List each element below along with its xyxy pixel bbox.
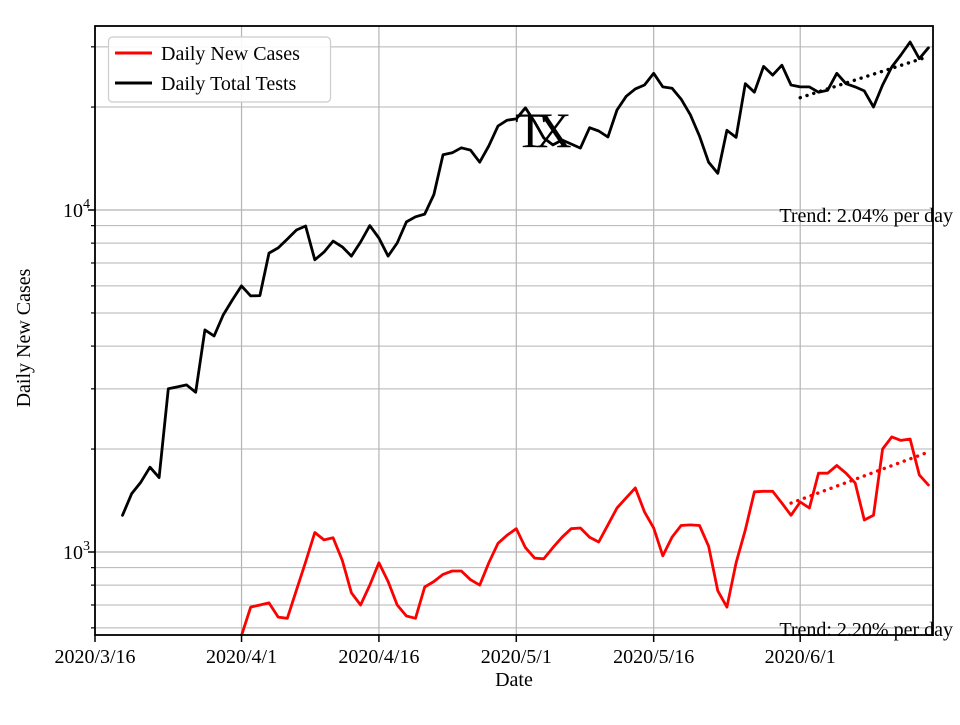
tests-trend-label: Trend: 2.04% per day xyxy=(779,205,953,227)
x-tick-label: 2020/4/1 xyxy=(206,646,277,668)
series-line-daily-total-tests xyxy=(121,40,930,517)
cases-trend-label: Trend: 2.20% per day xyxy=(779,619,953,641)
state-code-annotation: TX xyxy=(515,102,572,158)
legend-label-tests: Daily Total Tests xyxy=(161,73,297,95)
y-tick-label: 103 xyxy=(63,539,90,564)
legend-box xyxy=(107,36,332,103)
y-tick-label: 104 xyxy=(63,197,90,222)
plot-frame xyxy=(94,25,934,636)
grid-layer xyxy=(94,26,933,635)
cases-trend-dotted-line xyxy=(789,450,931,505)
legend-label-cases: Daily New Cases xyxy=(161,43,300,65)
x-axis-label: Date xyxy=(495,669,533,691)
trend-layer xyxy=(789,54,931,505)
x-tick-label: 2020/5/16 xyxy=(613,646,694,668)
x-tick-label: 2020/6/1 xyxy=(765,646,836,668)
tests-trend-dotted-line xyxy=(798,54,931,100)
y-axis-label: Daily New Cases xyxy=(13,268,35,407)
x-tick-label: 2020/4/16 xyxy=(338,646,419,668)
series-line-daily-new-cases xyxy=(240,435,930,635)
x-tick-label: 2020/5/1 xyxy=(481,646,552,668)
x-tick-label: 2020/3/16 xyxy=(54,646,135,668)
series-layer xyxy=(121,40,930,635)
legend: Daily New Cases Daily Total Tests xyxy=(107,36,332,103)
tick-layer: 2020/3/16 2020/4/1 2020/4/16 2020/5/1 2020/5… xyxy=(54,46,836,668)
